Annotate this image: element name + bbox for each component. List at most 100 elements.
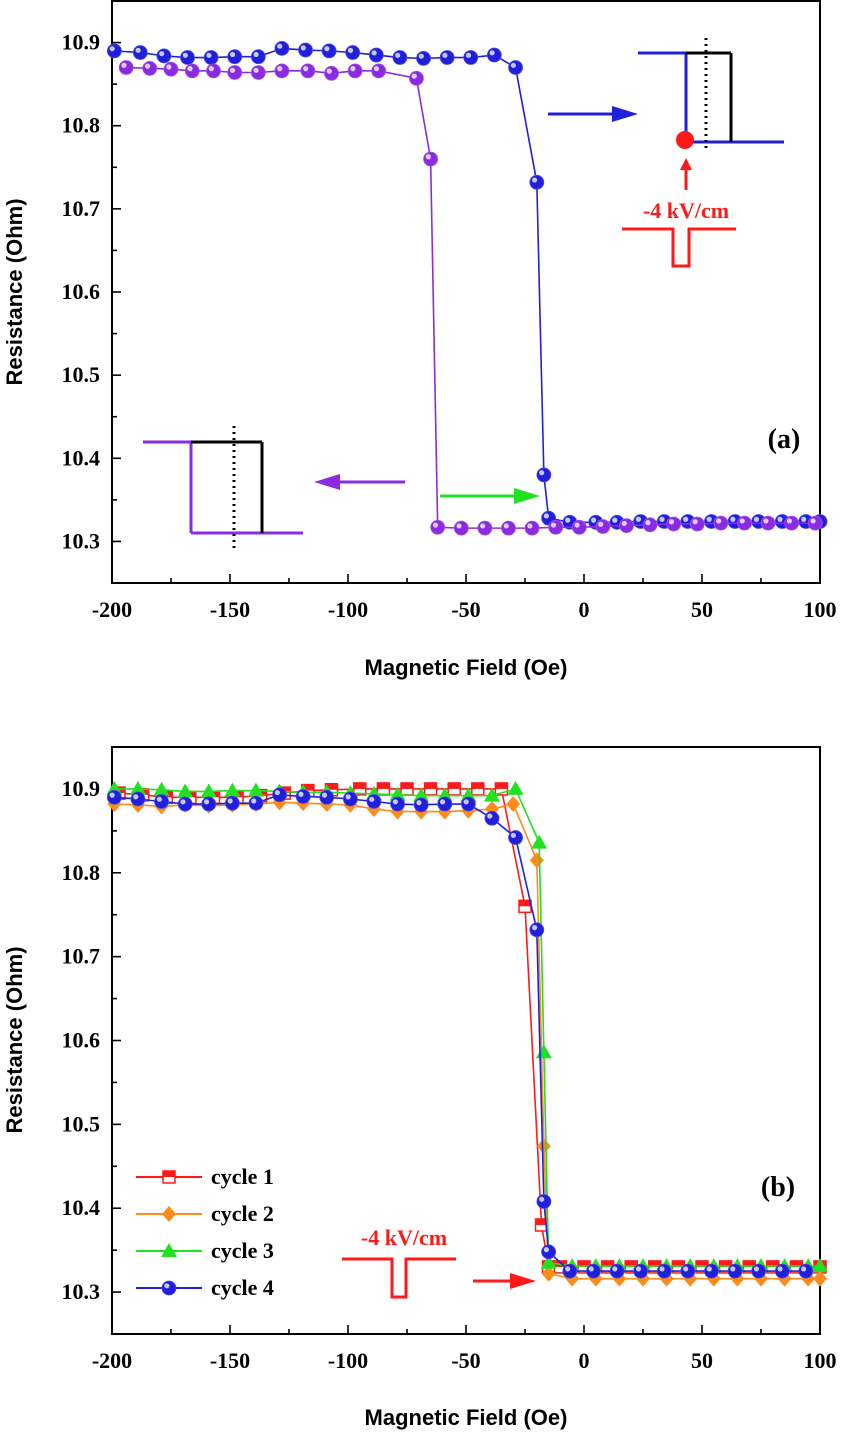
data-point [666, 516, 682, 532]
data-point [295, 789, 311, 804]
data-point [132, 45, 148, 60]
data-point [321, 43, 337, 59]
data-point [798, 1263, 814, 1279]
y-tick-label: 10.8 [62, 860, 101, 885]
series-sweep-purple [118, 60, 823, 536]
x-tick-label: -50 [451, 1348, 480, 1373]
y-tick-label: 10.6 [62, 1028, 101, 1053]
y-tick-label: 10.9 [62, 776, 101, 801]
data-point [751, 1263, 767, 1279]
x-tick-label: 50 [691, 1348, 713, 1373]
series-cycle-4 [106, 787, 814, 1279]
data-point [368, 47, 384, 63]
x-tick-label: 0 [579, 1348, 590, 1373]
data-point [656, 1263, 672, 1279]
x-tick-label: -200 [92, 597, 132, 622]
data-point [471, 782, 485, 796]
data-point [247, 782, 264, 797]
data-point [536, 1194, 552, 1209]
data-point [483, 787, 500, 802]
data-point [347, 63, 363, 79]
data-point [423, 782, 438, 796]
y-axis-title-a: Resistance (Ohm) [2, 198, 27, 385]
y-tick-label: 10.3 [62, 528, 101, 553]
data-point [595, 519, 611, 534]
y-tick-label: 10.7 [62, 944, 101, 969]
data-point [324, 65, 339, 81]
data-point [807, 515, 823, 531]
data-point [813, 1270, 827, 1287]
inset-red-state-dot [676, 131, 694, 149]
data-point [535, 1044, 552, 1059]
data-point [423, 151, 439, 167]
legend-label: cycle 2 [211, 1201, 274, 1226]
data-point [156, 48, 172, 64]
data-point [250, 65, 266, 80]
series-cycle-3 [106, 780, 828, 1273]
data-point [376, 782, 391, 796]
pulse-symbol-b [342, 1257, 456, 1299]
y-tick-label: 10.5 [62, 1111, 101, 1136]
legend-marker [161, 1243, 177, 1257]
data-point [180, 50, 195, 65]
data-point [774, 1263, 790, 1279]
y-tick-label: 10.4 [62, 445, 101, 470]
panel-b: -200 -150 -100 -50 0 50 100 10.3 10.4 10.5 10.6 10.… [2, 746, 837, 1430]
data-point [416, 50, 431, 66]
data-point [413, 797, 429, 813]
data-point [536, 1138, 551, 1155]
series-line [126, 66, 816, 529]
data-point [484, 810, 500, 826]
data-point [453, 520, 469, 536]
x-tick-label: -50 [451, 597, 480, 622]
data-point [248, 795, 264, 811]
data-point [633, 1263, 649, 1279]
x-axis-title-b: Magnetic Field (Oe) [365, 1405, 568, 1430]
series-a [106, 40, 828, 536]
data-point [463, 50, 479, 65]
panel-label-b: (b) [761, 1172, 795, 1203]
x-tick-label: 100 [804, 1348, 837, 1373]
data-point [486, 47, 502, 63]
data-point [177, 783, 194, 798]
y-tick-label: 10.4 [62, 1195, 101, 1220]
legend-item: cycle 3 [136, 1238, 274, 1263]
data-point [536, 467, 552, 483]
y-tick-label: 10.8 [62, 113, 101, 138]
data-point [727, 1263, 743, 1279]
data-point [154, 794, 169, 809]
arrow-to-blue-inset [548, 106, 638, 122]
data-point [224, 795, 240, 811]
data-point [689, 516, 705, 532]
data-point [274, 40, 290, 56]
ticks-b: -200 -150 -100 -50 0 50 100 10.3 10.4 10.5 10.6 10.… [62, 746, 837, 1373]
data-point [206, 63, 221, 79]
data-point [142, 60, 158, 76]
data-point [812, 1258, 828, 1273]
data-point [200, 783, 217, 798]
data-point [477, 520, 493, 536]
data-point [201, 796, 217, 812]
data-point [130, 791, 146, 807]
y-tick-label: 10.5 [62, 362, 101, 387]
data-point [460, 796, 476, 812]
data-point [529, 852, 544, 869]
field-annotation-b: -4 kV/cm [361, 1225, 447, 1250]
data-point [413, 787, 430, 802]
panel-label-a: (a) [768, 424, 801, 455]
series-cycle-1 [112, 782, 827, 1274]
data-point [177, 796, 193, 812]
legend-label: cycle 1 [211, 1164, 274, 1189]
data-point [345, 45, 361, 60]
data-point [737, 515, 752, 531]
data-point [541, 1265, 556, 1282]
data-point [507, 780, 524, 795]
x-tick-label: 0 [579, 597, 590, 622]
data-point [250, 49, 266, 65]
y-tick-label: 10.9 [62, 30, 101, 55]
data-point [518, 899, 532, 914]
legend-item: cycle 2 [136, 1201, 274, 1226]
data-point [392, 50, 408, 65]
y-tick-label: 10.6 [62, 279, 101, 304]
data-point [389, 786, 406, 801]
